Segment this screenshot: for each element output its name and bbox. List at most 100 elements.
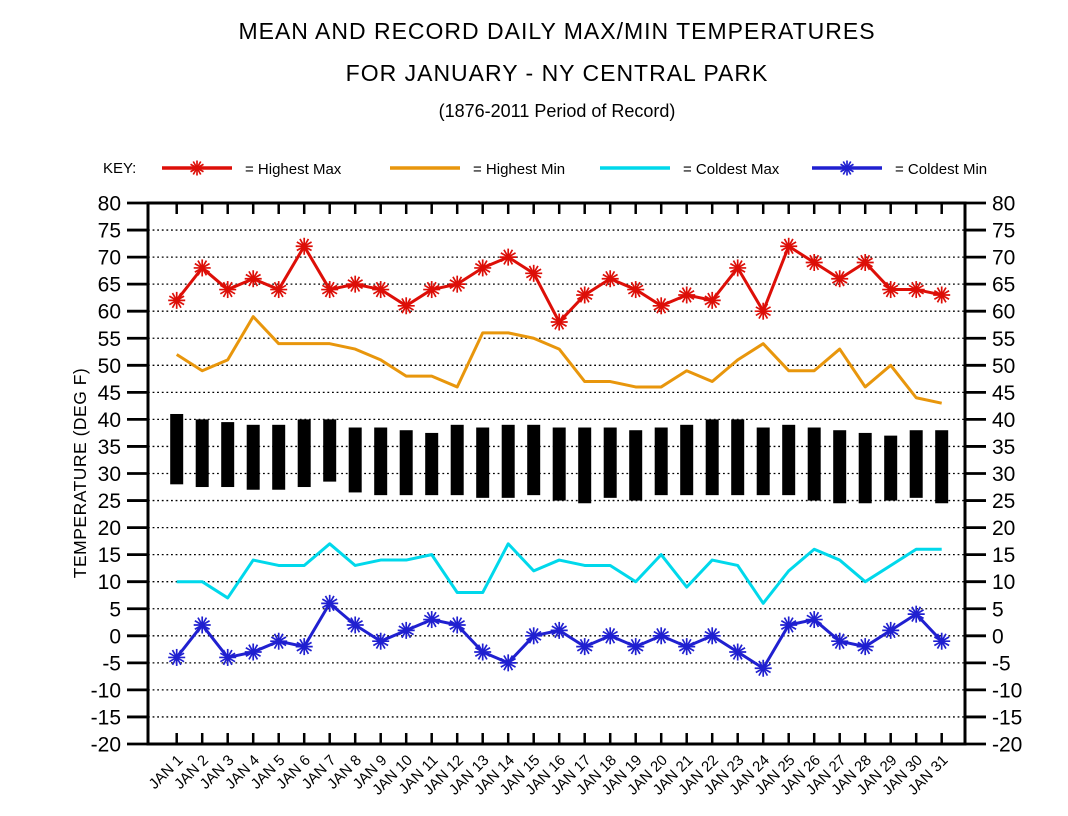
y-axis-tick-label-left: -15 — [91, 706, 121, 729]
y-axis-tick-label-right: 55 — [992, 328, 1015, 351]
legend-entry-highest-min: = Highest Min — [388, 156, 565, 180]
y-axis-tick-label-left: 80 — [98, 193, 121, 216]
asterisk-marker — [857, 641, 873, 652]
y-axis-tick-label-right: 5 — [992, 598, 1004, 621]
asterisk-marker — [190, 163, 204, 173]
series-line-coldest-max — [176, 542, 942, 605]
mean-range-bar — [195, 419, 209, 488]
mean-range-bar — [680, 424, 694, 496]
mean-range-bar — [603, 427, 617, 498]
asterisk-marker — [398, 300, 414, 311]
legend-swatch-highest-max — [162, 160, 232, 176]
chart-title-line2: FOR JANUARY - NY CENTRAL PARK — [345, 60, 769, 86]
mean-range-bar — [629, 430, 643, 501]
y-axis-tick-label-left: 60 — [98, 301, 121, 324]
asterisk-marker — [245, 647, 261, 658]
mean-range-bar — [399, 430, 413, 496]
y-axis-tick-label-left: 50 — [98, 355, 121, 378]
series-line-highest-min — [175, 315, 943, 405]
mean-range-bar — [756, 427, 770, 496]
asterisk-marker — [831, 273, 848, 284]
asterisk-marker — [576, 289, 593, 300]
y-axis-tick-label-right: 30 — [992, 463, 1015, 486]
mean-range-bar — [705, 419, 719, 496]
asterisk-marker — [840, 163, 854, 173]
asterisk-marker — [602, 273, 618, 284]
mean-range-bar — [578, 427, 592, 504]
mean-range-bar — [833, 430, 847, 504]
legend-entry-highest-max: = Highest Max — [160, 156, 341, 180]
legend-entry-coldest-min: = Coldest Min — [810, 156, 987, 180]
asterisk-marker — [347, 279, 363, 290]
asterisk-marker — [449, 279, 465, 290]
y-axis-tick-label-right: 50 — [992, 355, 1015, 378]
asterisk-marker — [678, 289, 695, 300]
y-axis-tick-label-left: -10 — [91, 679, 121, 702]
legend-entry-label: = Coldest Min — [895, 161, 988, 178]
asterisk-marker — [806, 257, 822, 268]
asterisk-marker — [704, 295, 720, 306]
asterisk-marker — [627, 641, 644, 652]
y-axis-tick-label-left: 70 — [98, 247, 121, 270]
y-axis-tick-label-left: 40 — [98, 409, 121, 432]
mean-range-bar — [272, 424, 286, 490]
y-axis-tick-label-left: -20 — [91, 734, 121, 757]
title-block: MEAN AND RECORD DAILY MAX/MIN TEMPERATUR… — [47, 0, 1067, 122]
y-axis-tick-label-right: 70 — [992, 247, 1015, 270]
mean-range-bar — [909, 430, 923, 498]
legend-swatch-coldest-min — [812, 160, 882, 176]
asterisk-marker — [423, 284, 440, 295]
asterisk-marker — [831, 636, 848, 647]
y-axis-tick-label-left: 25 — [98, 490, 121, 513]
mean-range-bar — [654, 427, 668, 496]
asterisk-marker — [933, 636, 950, 647]
asterisk-marker — [194, 619, 210, 630]
asterisk-marker — [245, 273, 261, 284]
y-axis-tick-label-right: -5 — [992, 652, 1011, 675]
y-axis-tick-label-right: -20 — [992, 734, 1022, 757]
asterisk-marker — [219, 652, 236, 663]
mean-range-bar — [527, 424, 541, 496]
legend-entry-label: = Highest Max — [245, 161, 342, 178]
asterisk-marker — [219, 284, 236, 295]
mean-range-bar — [348, 427, 362, 493]
y-axis-tick-label-right: 40 — [992, 409, 1015, 432]
mean-range-bar — [731, 419, 745, 496]
asterisk-marker — [653, 300, 669, 311]
asterisk-marker — [194, 262, 210, 273]
mean-range-bar — [221, 422, 235, 488]
asterisk-marker — [168, 295, 185, 306]
asterisk-marker — [576, 641, 593, 652]
y-axis-tick-label-right: 65 — [992, 274, 1015, 297]
asterisk-marker — [270, 284, 287, 295]
asterisk-marker — [525, 630, 542, 641]
asterisk-marker — [857, 257, 873, 268]
mean-range-bar — [170, 413, 184, 485]
y-axis-tick-label-left: 55 — [98, 328, 121, 351]
y-axis-tick-label-left: 10 — [98, 571, 121, 594]
y-axis-tick-label-right: 80 — [992, 193, 1015, 216]
asterisk-marker — [321, 284, 338, 295]
asterisk-marker — [653, 630, 669, 641]
mean-range-bar — [807, 427, 821, 501]
asterisk-marker — [372, 636, 389, 647]
y-axis-tick-label-right: 75 — [992, 220, 1015, 243]
asterisk-marker — [551, 625, 567, 636]
legend: KEY: = Highest Max = Highest Min = Coldest… — [0, 156, 1068, 182]
mean-range-bar — [501, 424, 515, 498]
y-axis-tick-label-right: 25 — [992, 490, 1015, 513]
asterisk-marker — [908, 609, 924, 620]
y-axis-tick-label-right: 0 — [992, 625, 1004, 648]
legend-entry-coldest-max: = Coldest Max — [598, 156, 779, 180]
mean-range-bar — [374, 427, 388, 496]
asterisk-marker — [933, 289, 950, 300]
y-axis-tick-label-left: 75 — [98, 220, 121, 243]
y-axis-title: TEMPERATURE (DEG F) — [70, 368, 90, 578]
legend-swatch-highest-min — [390, 166, 460, 170]
asterisk-marker — [729, 262, 746, 273]
asterisk-marker — [704, 630, 720, 641]
asterisk-marker — [423, 614, 440, 625]
mean-range-bar — [246, 424, 260, 490]
